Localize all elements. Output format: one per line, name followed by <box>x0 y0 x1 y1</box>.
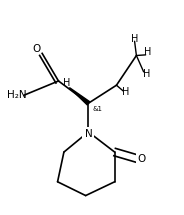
Text: H: H <box>63 78 70 88</box>
Text: H: H <box>131 34 138 43</box>
Text: H₂N: H₂N <box>7 90 27 100</box>
Text: H: H <box>122 87 129 97</box>
Text: O: O <box>138 155 146 164</box>
Text: H: H <box>143 69 150 78</box>
Text: N: N <box>84 129 92 139</box>
Polygon shape <box>69 88 89 105</box>
Text: &1: &1 <box>93 106 102 112</box>
Text: O: O <box>33 44 41 54</box>
Text: H: H <box>144 47 152 57</box>
